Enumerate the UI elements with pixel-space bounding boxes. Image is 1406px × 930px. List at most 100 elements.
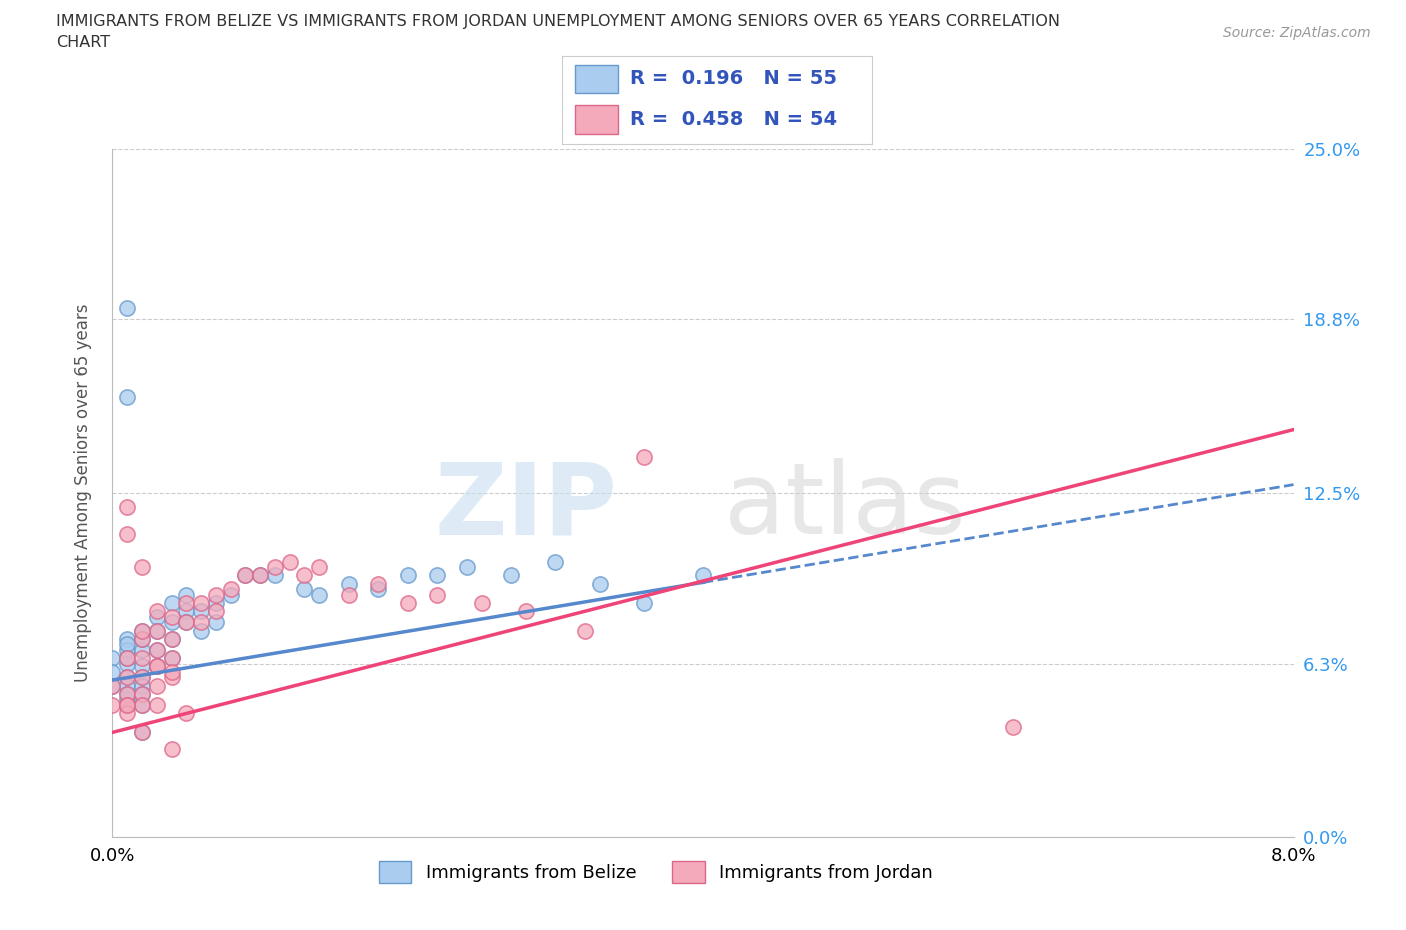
- Point: [219, 588, 242, 603]
- Point: [264, 560, 287, 575]
- Point: [471, 595, 494, 610]
- Point: [501, 568, 523, 583]
- Point: [574, 623, 596, 638]
- Point: [588, 577, 610, 591]
- Point: [117, 698, 138, 712]
- Point: [117, 657, 138, 671]
- Point: [117, 631, 138, 646]
- Point: [160, 631, 183, 646]
- Point: [160, 651, 183, 666]
- Point: [456, 560, 478, 575]
- Point: [131, 631, 153, 646]
- Point: [205, 595, 228, 610]
- Point: [117, 698, 138, 712]
- Point: [146, 698, 169, 712]
- Point: [146, 623, 169, 638]
- Point: [249, 568, 271, 583]
- Point: [190, 604, 212, 618]
- Point: [190, 595, 212, 610]
- Point: [117, 698, 138, 712]
- Point: [1001, 720, 1024, 735]
- Point: [131, 670, 153, 684]
- Point: [131, 623, 153, 638]
- Point: [396, 595, 419, 610]
- Point: [131, 643, 153, 658]
- Point: [117, 389, 138, 404]
- Point: [131, 658, 153, 673]
- Point: [101, 678, 124, 693]
- Bar: [575, 65, 619, 93]
- Point: [101, 678, 124, 693]
- Point: [249, 568, 271, 583]
- Point: [544, 554, 567, 569]
- Point: [117, 706, 138, 721]
- Point: [633, 595, 655, 610]
- Point: [174, 588, 197, 603]
- Point: [190, 623, 212, 638]
- Point: [633, 450, 655, 465]
- Point: [308, 588, 330, 603]
- Bar: [575, 105, 619, 134]
- Point: [117, 686, 138, 701]
- Point: [160, 741, 183, 756]
- Point: [367, 582, 389, 597]
- Point: [174, 706, 197, 721]
- Point: [160, 631, 183, 646]
- Point: [233, 568, 256, 583]
- Point: [426, 588, 449, 603]
- Point: [117, 526, 138, 541]
- Point: [146, 678, 169, 693]
- Point: [117, 670, 138, 684]
- Point: [131, 698, 153, 712]
- Point: [308, 560, 330, 575]
- Point: [205, 615, 228, 630]
- Point: [160, 595, 183, 610]
- Point: [367, 577, 389, 591]
- Point: [146, 658, 169, 673]
- Point: [131, 678, 153, 693]
- Point: [278, 554, 301, 569]
- Point: [160, 651, 183, 666]
- Text: ZIP: ZIP: [434, 458, 617, 555]
- Point: [146, 643, 169, 658]
- Point: [160, 670, 183, 684]
- Y-axis label: Unemployment Among Seniors over 65 years: Unemployment Among Seniors over 65 years: [73, 304, 91, 682]
- Point: [337, 577, 360, 591]
- Point: [117, 678, 138, 693]
- Point: [292, 568, 315, 583]
- Point: [131, 651, 153, 666]
- Text: Source: ZipAtlas.com: Source: ZipAtlas.com: [1223, 26, 1371, 40]
- Point: [131, 725, 153, 740]
- Point: [337, 588, 360, 603]
- Text: R =  0.458   N = 54: R = 0.458 N = 54: [630, 110, 838, 129]
- Point: [131, 686, 153, 701]
- Point: [117, 651, 138, 666]
- Point: [117, 643, 138, 658]
- Point: [117, 637, 138, 652]
- Point: [205, 604, 228, 618]
- Point: [233, 568, 256, 583]
- Point: [190, 615, 212, 630]
- Point: [101, 651, 124, 666]
- Point: [117, 651, 138, 666]
- Point: [117, 692, 138, 707]
- Point: [131, 623, 153, 638]
- Point: [160, 609, 183, 624]
- Point: [692, 568, 714, 583]
- Point: [146, 609, 169, 624]
- Point: [515, 604, 537, 618]
- Point: [160, 615, 183, 630]
- Point: [131, 725, 153, 740]
- Point: [146, 643, 169, 658]
- Point: [101, 664, 124, 679]
- Point: [117, 686, 138, 701]
- Point: [426, 568, 449, 583]
- Point: [117, 499, 138, 514]
- Point: [131, 698, 153, 712]
- Point: [396, 568, 419, 583]
- Point: [101, 698, 124, 712]
- Point: [174, 615, 197, 630]
- Point: [205, 588, 228, 603]
- Point: [131, 686, 153, 701]
- Point: [117, 301, 138, 316]
